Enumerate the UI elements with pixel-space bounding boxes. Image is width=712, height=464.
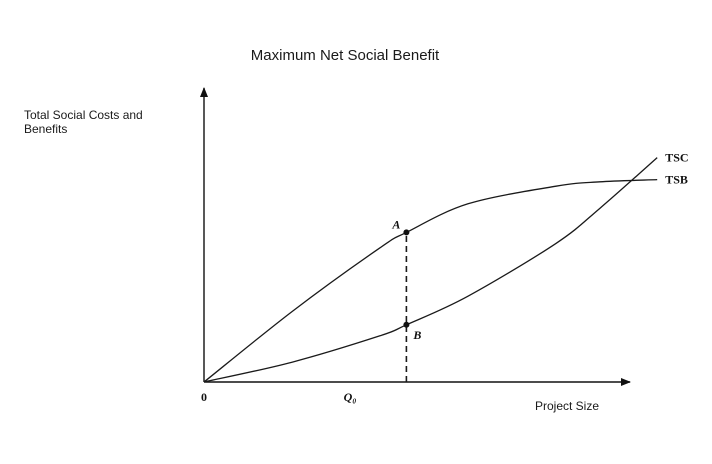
point-a [403,229,410,236]
q0-label: Q₀ [344,390,357,404]
point-a-label: A [391,217,400,231]
point-b-label: B [412,328,421,342]
series-tsc-line [203,157,658,383]
x-axis-label: Project Size [535,399,600,413]
origin-label: 0 [201,390,207,404]
y-axis-label: Total Social Costs and Benefits [24,108,143,136]
point-b [403,321,410,328]
series-tsb-label: TSB [665,173,688,187]
series-tsb-line [203,178,658,383]
series-tsc-label: TSC [665,151,688,165]
chart-title: Maximum Net Social Benefit [250,47,440,64]
